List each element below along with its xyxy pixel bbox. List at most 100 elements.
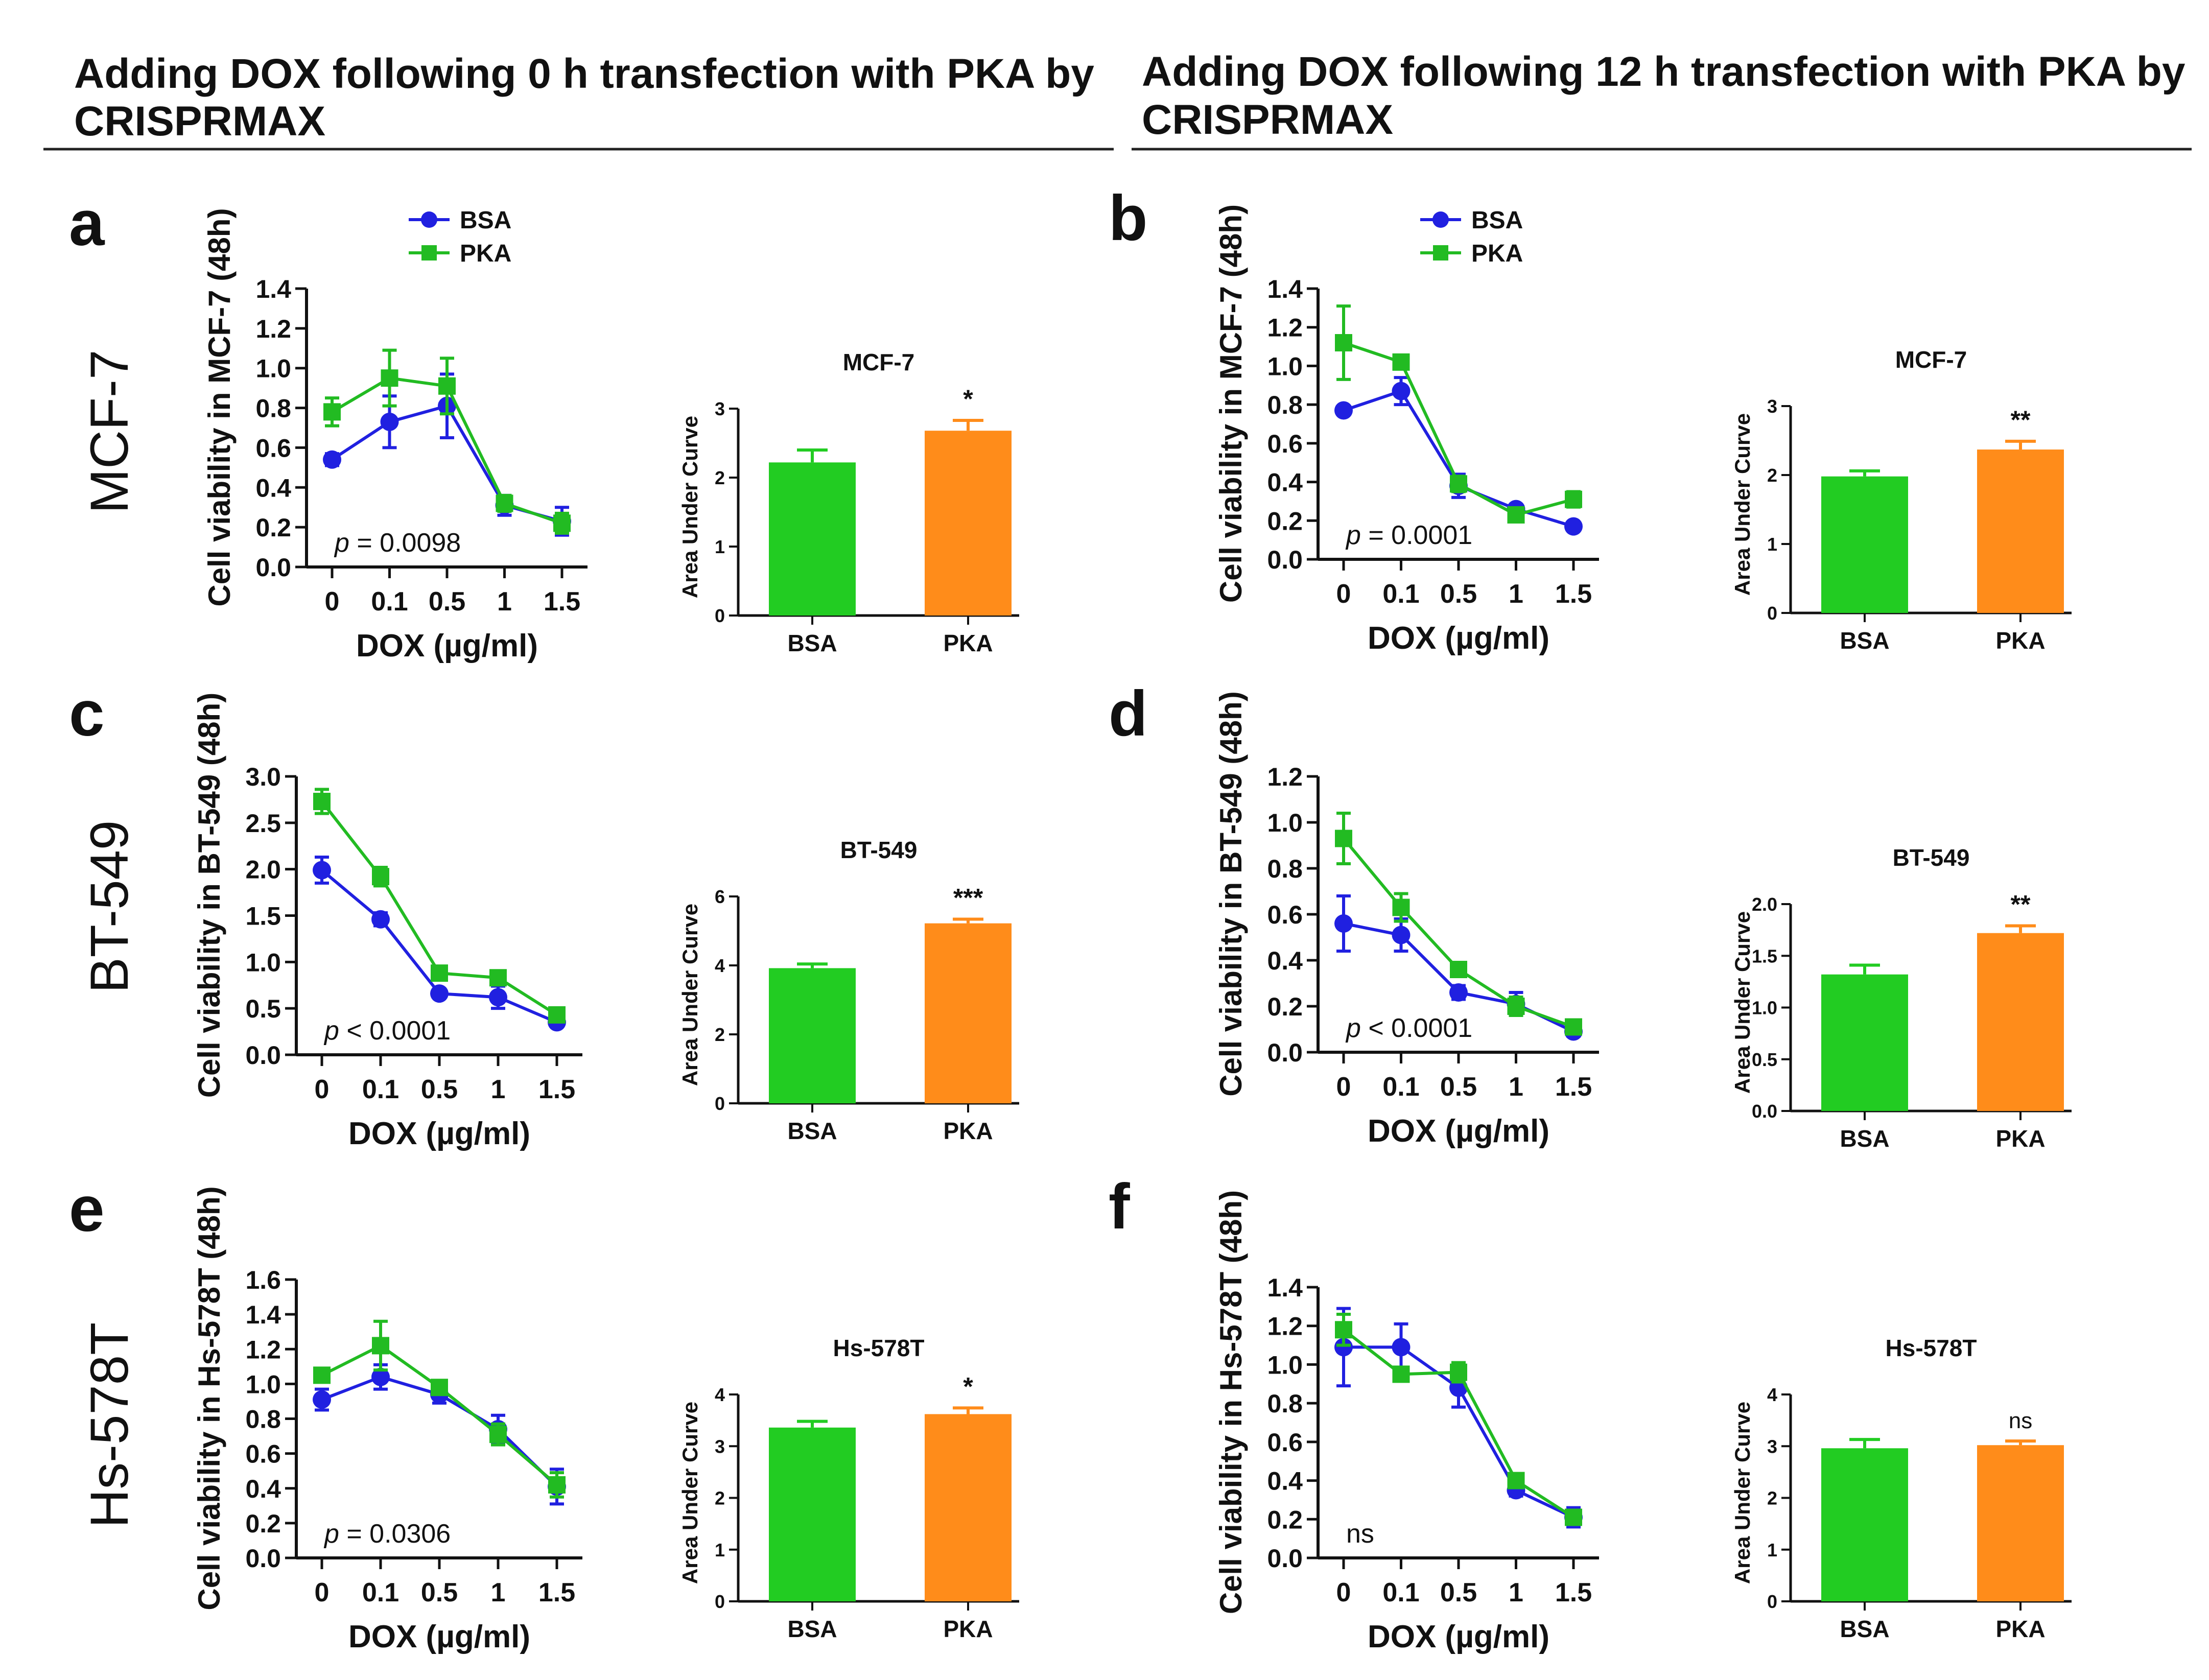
data-point [372,868,389,886]
bar-bsa [1821,974,1908,1111]
x-tick-label: BSA [1840,1616,1889,1642]
y-tick-label: 0.6 [255,434,291,462]
y-tick-label: 2 [715,1024,725,1045]
x-axis-title: DOX (µg/ml) [1368,1114,1549,1149]
y-tick-label: 4 [715,955,725,976]
data-point [489,969,507,987]
legend-label: PKA [460,240,511,267]
y-tick-label: 3 [1767,396,1777,417]
y-tick-label: 0.6 [1267,430,1303,458]
data-point [1450,1363,1467,1381]
right-header-line-1: Adding DOX following 12 h transfection w… [1142,49,2186,95]
row-label-bt549: BT-549 [80,820,139,993]
y-tick-label: 0.2 [245,1509,281,1538]
y-axis-title: Area Under Curve [1730,413,1754,596]
y-tick-label: 0.4 [1267,1467,1303,1496]
bar-chart-title: MCF-7 [843,349,915,375]
y-tick-label: 1.4 [245,1300,281,1329]
x-tick-label: BSA [787,1616,837,1642]
y-tick-label: 0.5 [245,995,281,1023]
data-point [1392,1365,1410,1383]
line-chart-c: 0.0 0.5 1.0 1.5 2.0 2.5 3.0 0 0.1 0.5 1 1.5 DOX (µg/… [192,693,582,1151]
y-tick-label: 4 [715,1384,725,1405]
y-tick-label: 0.5 [1752,1049,1777,1070]
data-point [431,1379,448,1397]
y-tick-label: 0 [715,1591,725,1612]
series-line [1343,389,1574,528]
significance-label: * [963,1372,973,1401]
y-tick-label: 1.4 [255,275,291,303]
data-point [1335,334,1352,351]
data-point [1392,898,1410,916]
legend-marker [421,211,437,228]
y-axis-title: Area Under Curve [678,416,702,598]
y-tick-label: 1.0 [1752,998,1777,1019]
significance-label: ** [2011,406,2031,434]
left-header-line-1: Adding DOX following 0 h transfection wi… [74,51,1094,97]
y-tick-label: 0.0 [245,1544,281,1573]
y-axis-title: Area Under Curve [1730,1402,1754,1584]
series-line [320,800,558,1016]
x-tick-label: 1 [491,1578,506,1607]
bar-chart-b: 0 1 2 3 MCF-7 Area Under Curve BSA PKA ** [1730,346,2072,654]
bar-pka [1977,933,2064,1111]
series-line [1343,1328,1575,1519]
x-tick-label: PKA [1995,1616,2045,1642]
bar-chart-e: 0 1 2 3 4 Hs-578T Area Under Curve BSA PKA * [678,1335,1019,1642]
x-tick-label: 0.5 [1440,1072,1477,1102]
series-pka [313,788,566,1024]
y-tick-label: 3 [715,398,725,419]
data-point [1507,998,1525,1015]
data-point [1335,1321,1352,1339]
series-line [321,1343,558,1486]
stat-value: = 0.0098 [349,528,461,558]
legend-marker [421,245,437,261]
y-tick-label: 0.0 [1267,1038,1303,1067]
y-tick-label: 0.0 [1267,1544,1303,1573]
x-tick-label: BSA [787,1118,837,1144]
bar-pka [1977,449,2064,613]
x-tick-label: BSA [1840,1125,1889,1152]
x-tick-label: 0.1 [1382,1578,1419,1607]
data-point [1565,1018,1582,1036]
significance-label: * [963,385,973,413]
data-point [1335,830,1352,847]
bar-chart-d: 0.0 0.5 1.0 1.5 2.0 BT-549 Area Under Curve BSA… [1730,844,2072,1152]
y-tick-label: 1.5 [1752,945,1777,966]
x-tick-label: 1 [497,587,512,617]
y-tick-label: 2.0 [1752,894,1777,915]
bar-bsa [1821,476,1908,613]
data-point [323,450,341,469]
y-tick-label: 0.6 [1267,901,1303,929]
y-tick-label: 3.0 [245,763,281,791]
bar-chart-a: 0 1 2 3 MCF-7 Area Under Curve BSA PKA * [678,349,1019,656]
panel-letter-c: c [69,678,105,749]
x-tick-label: 1.5 [1555,579,1592,609]
data-point [1334,401,1353,420]
data-point [430,984,449,1003]
bar-pka [1977,1445,2064,1601]
y-axis-title: Area Under Curve [678,904,702,1086]
x-axis-title: DOX (µg/ml) [356,628,538,664]
x-tick-label: 0.5 [429,587,465,617]
x-tick-label: 0 [1336,1072,1351,1102]
y-axis-title: Cell viability in MCF-7 (48h) [1214,204,1248,603]
x-tick-label: 1.5 [538,1075,575,1104]
y-tick-label: 1 [1767,1540,1777,1560]
y-tick-label: 0.0 [245,1041,281,1070]
y-tick-label: 1 [715,1540,725,1560]
legend: BSA PKA [409,207,511,267]
data-point [371,1367,390,1386]
data-point [1507,506,1525,524]
y-tick-label: 0.0 [1752,1101,1777,1122]
data-point [438,377,456,395]
data-point [548,1006,566,1024]
y-tick-label: 2.5 [245,809,281,838]
left-header: Adding DOX following 0 h transfection wi… [43,51,1114,151]
bar-chart-c: 0 2 4 6 BT-549 Area Under Curve BSA PKA *** [678,837,1019,1144]
stat-value: ns [1346,1519,1374,1549]
x-tick-label: PKA [1995,627,2045,654]
